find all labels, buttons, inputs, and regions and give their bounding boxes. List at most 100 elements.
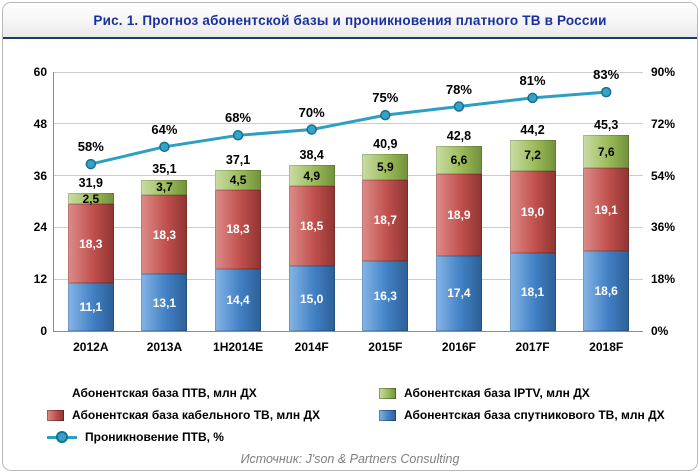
legend-label: Проникновение ПТВ, % bbox=[85, 430, 224, 444]
bar-value-label: 4,5 bbox=[229, 173, 247, 188]
bar-segment: 17,4 bbox=[435, 255, 482, 331]
bar-total-label: 42,8 bbox=[446, 128, 472, 143]
bar-total-label: 37,1 bbox=[225, 153, 251, 168]
bar-segment: 19,1 bbox=[583, 168, 630, 251]
penetration-value-label: 81% bbox=[519, 72, 546, 88]
left-axis-tick: 36 bbox=[33, 168, 47, 183]
x-axis-category: 2015F bbox=[368, 340, 403, 354]
source-note: Источник: J'son & Partners Consulting bbox=[240, 452, 460, 466]
legend-swatch-satellite bbox=[379, 409, 396, 421]
legend-swatch-cable bbox=[47, 409, 64, 421]
left-axis-tick: 0 bbox=[40, 324, 47, 338]
bar-value-label: 18,3 bbox=[226, 222, 250, 237]
bar-value-label: 2,5 bbox=[82, 191, 100, 206]
bar-segment: 16,3 bbox=[362, 260, 409, 331]
penetration-value-label: 68% bbox=[225, 110, 252, 126]
right-axis-tick: 54% bbox=[651, 168, 676, 183]
bar-value-label: 17,4 bbox=[447, 286, 471, 301]
bar-segment: 18,3 bbox=[215, 189, 262, 269]
penetration-value-label: 58% bbox=[77, 139, 104, 155]
legend-item-iptv: Абонентская база IPTV, млн ДХ bbox=[379, 386, 697, 400]
bar-segment: 18,7 bbox=[362, 179, 409, 261]
bar-value-label: 5,9 bbox=[376, 160, 394, 175]
penetration-line bbox=[90, 90, 607, 166]
bar-segment: 18,6 bbox=[583, 250, 630, 331]
penetration-line-layer bbox=[85, 86, 612, 170]
bar-value-label: 7,6 bbox=[597, 144, 615, 159]
penetration-value-label: 64% bbox=[151, 121, 178, 137]
penetration-value-label: 70% bbox=[298, 104, 325, 120]
line-marker-icon bbox=[159, 141, 170, 153]
left-axis-tick: 12 bbox=[33, 272, 47, 287]
bar-segment: 4,5 bbox=[215, 170, 262, 190]
legend-item-cable: Абонентская база кабельного ТВ, млн ДХ bbox=[47, 408, 379, 422]
line-marker-icon bbox=[380, 109, 391, 121]
gridline bbox=[54, 278, 643, 280]
bar-value-label: 6,6 bbox=[450, 153, 468, 168]
line-marker-icon bbox=[232, 130, 244, 141]
bar-segment: 15,0 bbox=[288, 266, 335, 331]
bar-segment: 18,3 bbox=[67, 204, 114, 284]
bar-segment: 18,3 bbox=[141, 195, 188, 275]
bar-value-label: 18,3 bbox=[79, 236, 103, 251]
bar-value-label: 14,4 bbox=[226, 292, 250, 307]
legend-grid: Абонентская база ПТВ, млн ДХ Абонентская… bbox=[47, 386, 697, 444]
bar-segment: 13,1 bbox=[141, 274, 188, 331]
right-axis-tick: 0% bbox=[651, 324, 669, 338]
line-marker-icon bbox=[527, 92, 538, 104]
bar-value-label: 15,0 bbox=[300, 291, 324, 306]
bar-segment: 18,1 bbox=[509, 252, 556, 331]
bar-value-label: 4,9 bbox=[303, 168, 321, 183]
left-axis-tick: 60 bbox=[33, 65, 47, 79]
plot-area: 0 12 24 36 48 60 0% 18% 36% 54% 72% 90% 11,1 18,3 2,5 3… bbox=[34, 65, 675, 354]
right-axis-tick: 72% bbox=[651, 116, 676, 131]
x-axis-category: 2012A bbox=[73, 340, 109, 354]
penetration-value-label: 83% bbox=[593, 67, 620, 83]
bar-total-label: 35,1 bbox=[152, 162, 177, 177]
bar-total-label: 40,9 bbox=[373, 137, 398, 152]
x-axis-category: 2017F bbox=[515, 340, 550, 354]
line-marker-icon bbox=[600, 86, 612, 98]
bar-value-label: 16,3 bbox=[373, 288, 397, 303]
gridline bbox=[54, 71, 643, 73]
gridline bbox=[54, 175, 643, 177]
bar-segment: 7,6 bbox=[583, 135, 630, 169]
bar-segment: 4,9 bbox=[288, 165, 335, 187]
bar-segment: 19,0 bbox=[509, 170, 556, 253]
bar-value-label: 18,5 bbox=[300, 219, 324, 234]
bar-total-label: 45,3 bbox=[594, 118, 619, 133]
right-axis-tick: 18% bbox=[651, 272, 676, 287]
x-axis-category: 2014F bbox=[294, 340, 329, 354]
penetration-value-label: 75% bbox=[372, 90, 399, 106]
legend-item-satellite: Абонентская база спутникового ТВ, млн ДХ bbox=[379, 408, 697, 422]
bar-total-label: 44,2 bbox=[520, 122, 545, 137]
legend-item-ptv-total: Абонентская база ПТВ, млн ДХ bbox=[47, 386, 379, 400]
left-axis-tick: 48 bbox=[33, 116, 47, 131]
penetration-value-label: 78% bbox=[445, 81, 472, 97]
bar-value-label: 7,2 bbox=[524, 148, 541, 163]
bar-segment: 3,7 bbox=[141, 179, 188, 196]
legend-label: Абонентская база спутникового ТВ, млн ДХ bbox=[404, 408, 665, 422]
right-axis-tick: 90% bbox=[651, 65, 676, 79]
right-axis-tick: 36% bbox=[651, 220, 676, 235]
bar-value-label: 18,9 bbox=[447, 208, 471, 223]
bar-segment: 18,9 bbox=[435, 174, 482, 256]
bar-value-label: 18,1 bbox=[520, 284, 545, 299]
line-marker-icon bbox=[85, 158, 97, 170]
bar-segment: 14,4 bbox=[215, 268, 262, 331]
bar-total-label: 38,4 bbox=[299, 148, 324, 163]
bar-value-label: 18,7 bbox=[373, 213, 397, 228]
legend-swatch-penetration-line bbox=[47, 435, 77, 439]
bar-value-label: 18,6 bbox=[594, 283, 618, 298]
left-axis-tick: 24 bbox=[33, 220, 47, 235]
legend-label: Абонентская база IPTV, млн ДХ bbox=[404, 386, 590, 400]
bar-segment: 7,2 bbox=[509, 139, 556, 171]
bar-value-label: 11,1 bbox=[79, 300, 103, 315]
x-axis-category: 1H2014E bbox=[213, 340, 264, 354]
bar-segment: 6,6 bbox=[435, 145, 482, 175]
chart: 0 12 24 36 48 60 0% 18% 36% 54% 72% 90% 11,1 18,3 2,5 3… bbox=[3, 42, 697, 374]
chart-title: Рис. 1. Прогноз абонентской базы и прони… bbox=[93, 12, 607, 28]
line-marker-icon bbox=[453, 101, 465, 112]
bar-segment: 11,1 bbox=[67, 283, 114, 331]
